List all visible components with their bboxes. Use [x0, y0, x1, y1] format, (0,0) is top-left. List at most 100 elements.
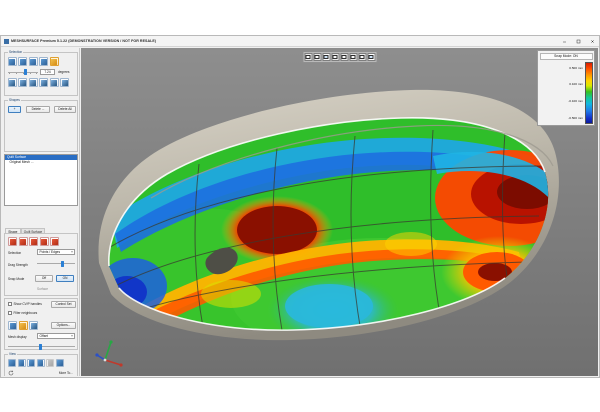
axis-gizmo[interactable]: [95, 338, 129, 368]
shaded-icon: [9, 322, 16, 329]
select-all-icon: [51, 58, 58, 65]
display-tools-row: [8, 321, 39, 330]
minimize-button[interactable]: [557, 36, 571, 47]
view-preset-icon: [368, 54, 374, 60]
mesh-display-dropdown[interactable]: Offset: [37, 333, 75, 340]
view-tool-iso[interactable]: [36, 359, 45, 367]
fill-selection-tool[interactable]: [60, 78, 70, 87]
view-preset-4[interactable]: [331, 53, 339, 61]
selection-mode-label: Selection: [8, 251, 22, 255]
tree-item-original-mesh[interactable]: Original Mesh ...: [9, 160, 34, 165]
more-tools-label[interactable]: More To...: [58, 371, 73, 375]
clear-selection-tool[interactable]: [49, 78, 59, 87]
view-preset-5[interactable]: [340, 53, 348, 61]
select-point-tool[interactable]: [7, 57, 17, 66]
shapes-group-label: Shapes: [8, 98, 21, 103]
slider-knob[interactable]: [23, 69, 27, 76]
checkbox-box: [8, 311, 12, 315]
point-select-icon: [9, 58, 15, 65]
refresh-icon[interactable]: [8, 370, 14, 376]
select-lasso-tool[interactable]: [28, 57, 38, 66]
selection-mode-dropdown[interactable]: Points / Edges: [37, 249, 75, 256]
grow-icon: [9, 79, 15, 86]
slider-tick: [22, 72, 24, 75]
slider-knob[interactable]: [39, 343, 42, 350]
shrink-selection-tool[interactable]: [18, 78, 28, 87]
drag-strength-label: Drag Strength: [8, 263, 28, 267]
view-preset-8[interactable]: [367, 53, 375, 61]
viewport-view-toolbar: [302, 51, 377, 63]
shape-tool-cylinder[interactable]: [18, 237, 28, 246]
control-set-button[interactable]: Control Set: [51, 301, 76, 308]
sphere-icon: [41, 238, 48, 245]
paint-select-icon: [40, 58, 47, 65]
wireframe-icon: [30, 322, 37, 329]
shape-tree[interactable]: Quilt Surface Original Mesh ...: [4, 154, 78, 206]
tree-item-quilt-surface[interactable]: Quilt Surface: [5, 155, 77, 161]
view-preset-2[interactable]: [313, 53, 321, 61]
window-controls: [557, 36, 599, 47]
legend-title: Snap Mode: ON: [539, 52, 593, 60]
plane-icon: [9, 238, 16, 245]
title-bar: MESHSURFACE Premium 5.1.22 (DEMONSTRATIO…: [1, 36, 599, 47]
view-tool-zoom-extents[interactable]: [46, 359, 55, 367]
show-cv-handles-checkbox[interactable]: Show CV/P handles: [8, 302, 42, 306]
view-group: View More To...: [4, 352, 78, 376]
view-preset-3[interactable]: [322, 53, 330, 61]
view-tool-top[interactable]: [17, 359, 26, 367]
close-button[interactable]: [585, 36, 599, 47]
legend-tick-labels: 0.500 mm 0.100 mm -0.100 mm -0.500 mm: [540, 62, 585, 124]
tab-shape[interactable]: Shape: [5, 228, 21, 235]
view-preset-icon: [323, 54, 329, 60]
flip-selection-tool[interactable]: [39, 78, 49, 87]
add-shape-button[interactable]: +: [8, 106, 21, 113]
view-preset-6[interactable]: [349, 53, 357, 61]
mesh-offset-slider[interactable]: [8, 343, 75, 350]
top-view-icon: [19, 360, 25, 366]
filter-neighbours-label: Filter neighbours: [13, 311, 38, 315]
options-button[interactable]: Options...: [51, 322, 76, 329]
deviation-icon: [20, 322, 27, 329]
checkbox-box: [8, 302, 12, 306]
snap-mode-off-button[interactable]: Off: [35, 275, 53, 282]
delete-all-shapes-button[interactable]: Delete All: [54, 106, 76, 113]
selection-angle-slider[interactable]: [7, 69, 38, 76]
select-all-tool[interactable]: [49, 57, 59, 66]
select-paint-tool[interactable]: [39, 57, 49, 66]
grow-selection-tool[interactable]: [7, 78, 17, 87]
view-preset-icon: [314, 54, 320, 60]
view-tool-front[interactable]: [8, 359, 16, 367]
deviation-model[interactable]: [81, 48, 598, 376]
flip-icon: [40, 79, 47, 86]
display-tool-shaded[interactable]: [8, 321, 17, 330]
shape-tool-freeform[interactable]: [50, 237, 60, 246]
view-preset-icon: [359, 54, 365, 60]
shape-tool-plane[interactable]: [8, 237, 17, 246]
select-rect-tool[interactable]: [18, 57, 28, 66]
left-control-panel: Selection 7.24: [2, 48, 80, 376]
shrink-icon: [19, 79, 26, 86]
model-detail-mirror: [205, 247, 238, 275]
snap-mode-on-button[interactable]: ON: [56, 275, 74, 282]
view-group-label: View: [8, 352, 17, 357]
3d-viewport[interactable]: Snap Mode: ON 0.500 mm 0.100 mm -0.100 m…: [81, 48, 598, 376]
filter-neighbours-checkbox[interactable]: Filter neighbours: [8, 311, 37, 315]
display-tool-deviation[interactable]: [18, 321, 28, 330]
view-tool-perspective[interactable]: [55, 359, 64, 367]
view-preset-1[interactable]: [304, 53, 312, 61]
view-tool-right[interactable]: [27, 359, 36, 367]
invert-selection-tool[interactable]: [28, 78, 38, 87]
display-tool-wireframe[interactable]: [29, 321, 39, 330]
mesh-display-label: Mesh display: [8, 335, 27, 339]
slider-knob[interactable]: [61, 260, 64, 267]
shape-tool-cone[interactable]: [29, 237, 39, 246]
drag-strength-slider[interactable]: [37, 260, 75, 267]
view-preset-7[interactable]: [358, 53, 366, 61]
degrees-input[interactable]: 7.24: [40, 68, 55, 75]
delete-shape-button[interactable]: Delete ...: [26, 106, 50, 113]
iso-view-icon: [38, 360, 44, 366]
tab-quilt-surface[interactable]: Quilt Surface: [20, 228, 46, 235]
shape-tool-sphere[interactable]: [39, 237, 49, 246]
maximize-button[interactable]: [571, 36, 585, 47]
mesh-display-value: Offset: [39, 334, 48, 339]
